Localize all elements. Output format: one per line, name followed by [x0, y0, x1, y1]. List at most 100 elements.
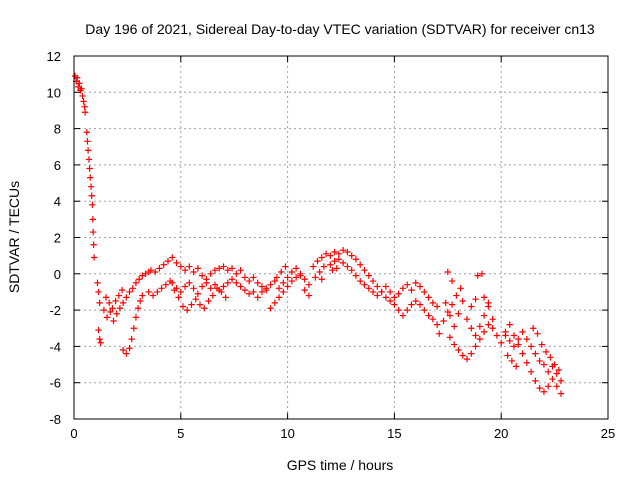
data-point [96, 299, 103, 307]
y-tick-label: -6 [49, 376, 61, 391]
data-point [421, 288, 428, 296]
data-point [173, 259, 180, 267]
data-point [207, 270, 214, 277]
data-point [544, 383, 552, 390]
data-point [378, 288, 385, 296]
data-point [201, 305, 208, 312]
data-point [382, 294, 390, 301]
data-point [472, 296, 479, 303]
data-point [74, 74, 81, 81]
data-point [130, 325, 138, 332]
data-point [451, 341, 458, 348]
data-point [553, 383, 560, 390]
data-point [455, 310, 462, 317]
data-point [103, 314, 111, 321]
data-point [320, 263, 328, 270]
data-point [145, 288, 152, 296]
data-point [551, 361, 558, 368]
x-axis-label: GPS time / hours [287, 457, 394, 473]
data-point [78, 85, 85, 92]
data-point [134, 305, 142, 312]
data-point [459, 297, 466, 305]
data-point [196, 301, 204, 308]
data-point [455, 346, 462, 354]
data-point [233, 270, 240, 277]
data-point [547, 354, 554, 361]
data-point [139, 272, 146, 279]
data-point [542, 348, 550, 356]
data-point [322, 250, 330, 258]
data-point [472, 332, 479, 339]
data-point [207, 285, 214, 292]
data-point [536, 357, 543, 365]
data-point [493, 332, 501, 339]
data-point [198, 283, 206, 290]
data-point [96, 335, 103, 343]
data-point [267, 305, 274, 312]
y-tick-label: 0 [54, 267, 61, 282]
data-point [459, 352, 466, 359]
data-point [126, 345, 133, 352]
data-point [549, 375, 556, 383]
data-point [109, 305, 116, 312]
data-point [280, 288, 287, 296]
data-point [327, 261, 334, 268]
data-point [399, 312, 407, 319]
data-point [156, 265, 163, 272]
data-point [205, 297, 212, 305]
data-point [137, 297, 144, 305]
data-point [139, 292, 146, 299]
data-point [237, 266, 244, 274]
data-point [211, 281, 219, 288]
data-point [468, 303, 475, 310]
data-point [523, 359, 531, 366]
x-tick-label: 25 [601, 426, 615, 441]
data-point [107, 308, 114, 316]
data-point [288, 268, 296, 276]
data-point [186, 263, 193, 270]
data-point [237, 283, 244, 290]
data-point [369, 277, 377, 285]
data-point [530, 325, 537, 332]
data-point [90, 241, 97, 248]
data-point [352, 272, 360, 279]
data-point [395, 290, 402, 297]
data-point [175, 294, 182, 301]
data-point [519, 350, 526, 357]
data-point [506, 337, 513, 345]
data-point [310, 263, 317, 270]
data-point [118, 286, 126, 294]
data-point [523, 335, 531, 343]
data-point [85, 156, 93, 163]
data-point [416, 283, 424, 290]
y-tick-label: 2 [54, 231, 61, 246]
data-point [365, 272, 372, 279]
data-point [386, 288, 394, 296]
data-point [361, 266, 368, 274]
x-tick-label: 5 [177, 426, 184, 441]
data-point [453, 292, 460, 299]
data-point [194, 265, 202, 272]
data-point [115, 292, 123, 299]
data-point [273, 274, 281, 281]
data-point [147, 266, 155, 274]
data-point [181, 283, 189, 290]
data-point [89, 216, 96, 223]
data-point [86, 165, 93, 172]
data-point [87, 183, 95, 190]
data-point [297, 272, 304, 279]
data-point [263, 285, 270, 292]
data-point [267, 281, 274, 288]
data-point [532, 350, 539, 357]
data-point [365, 285, 372, 292]
data-point [498, 339, 505, 346]
x-tick-label: 0 [70, 426, 77, 441]
data-point [222, 294, 229, 301]
data-point [149, 292, 157, 299]
data-point [442, 299, 449, 307]
data-point [352, 256, 360, 263]
data-point [216, 286, 223, 294]
data-point [444, 308, 451, 316]
data-point [132, 279, 140, 287]
data-point [557, 377, 565, 385]
